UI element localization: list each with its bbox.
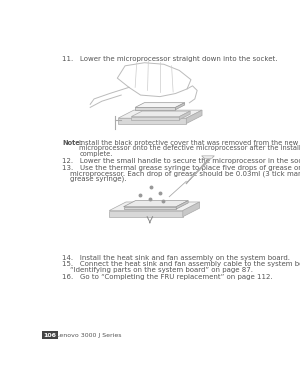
Text: 13.   Use the thermal grease syringe to place five drops of grease on the top of: 13. Use the thermal grease syringe to pl… xyxy=(62,165,300,171)
Text: 14.   Install the heat sink and fan assembly on the system board.: 14. Install the heat sink and fan assemb… xyxy=(62,255,290,261)
Text: Note:: Note: xyxy=(62,140,83,146)
Text: 11.   Lower the microprocessor straight down into the socket.: 11. Lower the microprocessor straight do… xyxy=(62,56,278,62)
Polygon shape xyxy=(186,110,202,123)
Polygon shape xyxy=(118,110,202,118)
Text: complete.: complete. xyxy=(79,151,113,156)
Text: Install the black protective cover that was removed from the new: Install the black protective cover that … xyxy=(79,140,298,146)
Text: Lenovo 3000 J Series: Lenovo 3000 J Series xyxy=(56,333,122,338)
Polygon shape xyxy=(176,103,185,110)
Text: grease syringe).: grease syringe). xyxy=(70,176,127,182)
Polygon shape xyxy=(118,118,186,123)
Polygon shape xyxy=(135,103,185,107)
Text: “Identifying parts on the system board” on page 87.: “Identifying parts on the system board” … xyxy=(70,267,253,273)
Polygon shape xyxy=(176,201,188,209)
Polygon shape xyxy=(183,202,200,217)
Polygon shape xyxy=(131,111,190,117)
Polygon shape xyxy=(109,211,183,217)
Polygon shape xyxy=(131,117,179,120)
Text: 106: 106 xyxy=(44,333,57,338)
Polygon shape xyxy=(179,111,190,120)
Polygon shape xyxy=(135,107,176,110)
Polygon shape xyxy=(124,207,176,209)
Polygon shape xyxy=(109,202,200,211)
Text: microprocessor. Each drop of grease should be 0.03ml (3 tick marks on the: microprocessor. Each drop of grease shou… xyxy=(70,171,300,177)
Text: 12.   Lower the small handle to secure the microprocessor in the socket.: 12. Lower the small handle to secure the… xyxy=(62,158,300,164)
Text: 16.   Go to “Completing the FRU replacement” on page 112.: 16. Go to “Completing the FRU replacemen… xyxy=(62,274,273,280)
Text: 15.   Connect the heat sink and fan assembly cable to the system board. See: 15. Connect the heat sink and fan assemb… xyxy=(62,262,300,267)
Polygon shape xyxy=(124,201,188,207)
Text: microprocessor onto the defective microprocessor after the installation is: microprocessor onto the defective microp… xyxy=(79,145,300,151)
